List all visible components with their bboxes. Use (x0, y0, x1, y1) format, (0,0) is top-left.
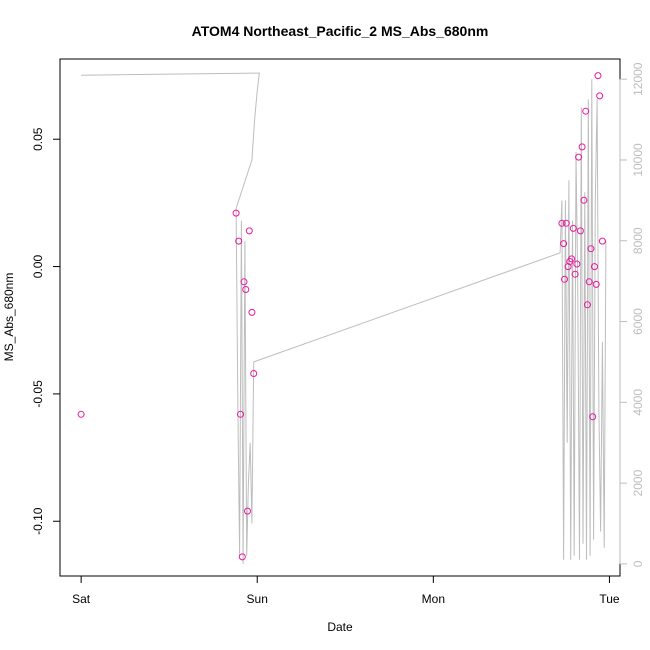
data-point (598, 237, 606, 245)
data-point (77, 410, 85, 418)
y2-tick-label: 10000 (631, 143, 645, 177)
x-tick-label: Tue (599, 592, 620, 606)
data-point (571, 270, 579, 278)
data-point (582, 107, 590, 115)
y-tick-label: -0.05 (31, 380, 45, 408)
x-axis: Sat Sun Mon Tue (72, 575, 620, 606)
data-point (561, 275, 568, 283)
data-point (250, 370, 258, 377)
chart-title: ATOM4 Northeast_Pacific_2 MS_Abs_680nm (192, 23, 489, 39)
data-point (569, 224, 577, 232)
data-point (578, 143, 586, 151)
data-point (245, 227, 253, 235)
data-point (589, 413, 597, 421)
y2-tick-label: 12000 (631, 62, 645, 96)
data-point (583, 301, 591, 309)
y2-tick-label: 8000 (631, 227, 645, 254)
x-tick-label: Sat (72, 592, 91, 606)
plot-frame (59, 58, 621, 577)
series-line (81, 72, 607, 564)
x-tick-label: Sun (247, 592, 268, 606)
data-point (585, 278, 593, 286)
y2-tick-label: 2000 (631, 469, 645, 496)
data-point (242, 286, 250, 293)
data-point (568, 255, 576, 263)
data-point (562, 219, 570, 227)
data-point (575, 153, 583, 161)
y-tick-label: -0.10 (31, 507, 45, 535)
points-layer (77, 72, 606, 561)
data-point (594, 72, 602, 80)
data-point (573, 260, 581, 268)
x-axis-label: Date (327, 620, 353, 634)
y2-axis: 0 2000 4000 6000 8000 10000 12000 (619, 62, 645, 567)
line-layer (81, 72, 607, 564)
data-point (587, 245, 595, 253)
y-axis: 0.05 0.00 -0.05 -0.10 (31, 127, 61, 535)
y2-tick-label: 6000 (631, 308, 645, 335)
data-point (596, 92, 604, 100)
y2-tick-label: 0 (631, 560, 645, 567)
data-point (232, 209, 240, 217)
y-axis-label: MS_Abs_680nm (2, 273, 16, 362)
data-point (558, 219, 566, 227)
y-tick-label: 0.05 (31, 127, 45, 151)
y-tick-label: 0.00 (31, 255, 45, 279)
data-point (235, 237, 243, 245)
data-point (240, 278, 248, 286)
data-point (560, 240, 568, 248)
y2-tick-label: 4000 (631, 389, 645, 416)
data-point (591, 263, 598, 271)
data-point (580, 196, 588, 204)
x-tick-label: Mon (422, 592, 445, 606)
data-point (592, 280, 600, 288)
data-point (237, 410, 244, 418)
data-point (576, 227, 584, 235)
data-point (244, 507, 251, 515)
data-point (248, 308, 256, 316)
data-point (238, 553, 246, 561)
